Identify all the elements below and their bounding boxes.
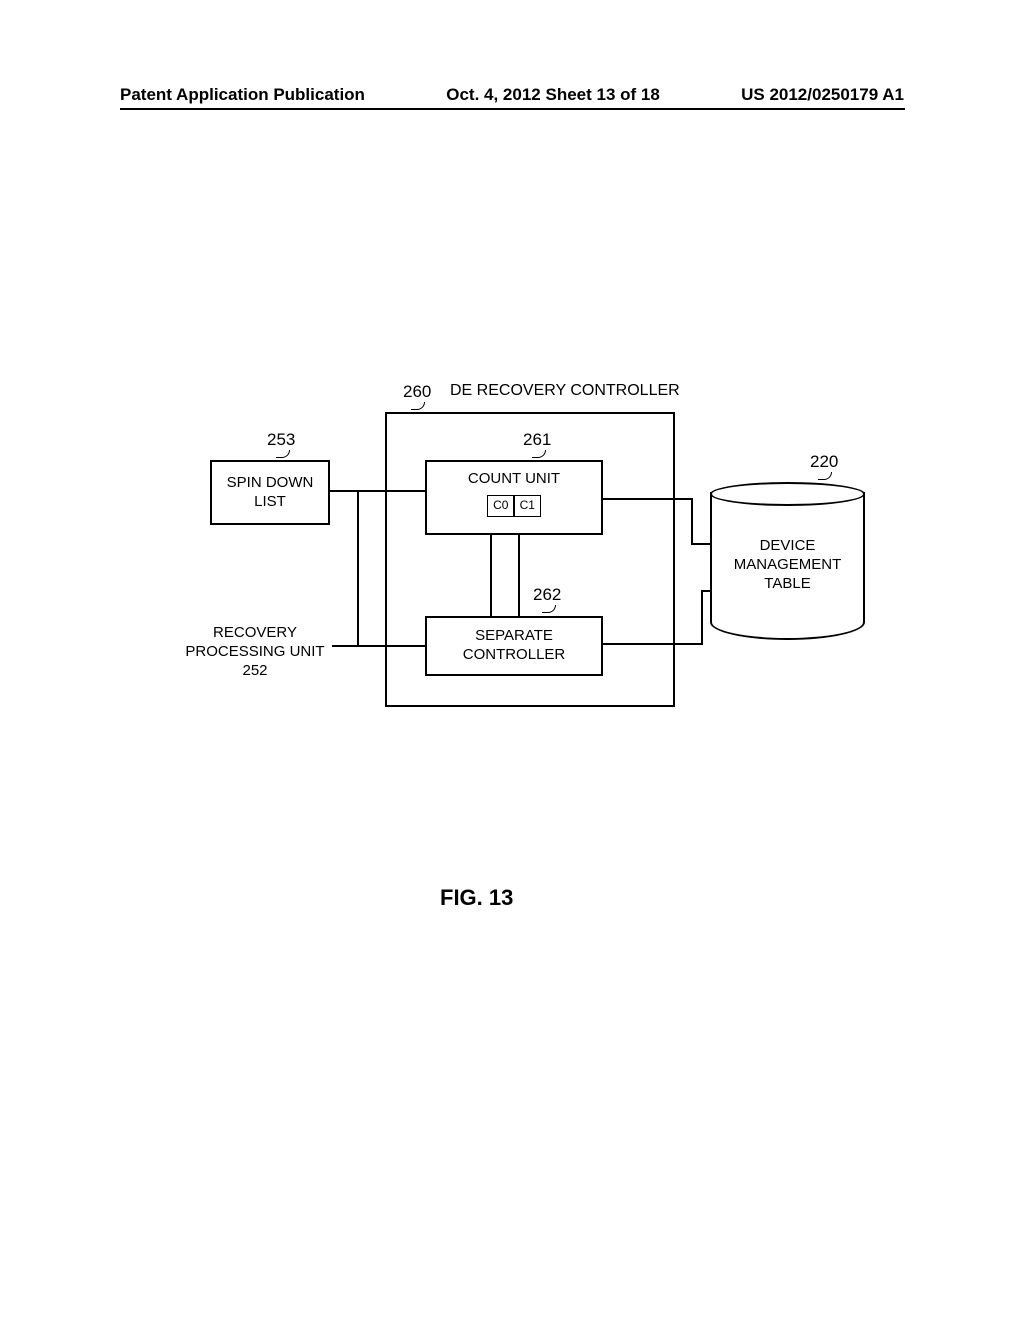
diagram: 260 DE RECOVERY CONTROLLER 253 SPIN DOWN…	[150, 390, 910, 770]
counter-c1: C1	[513, 495, 541, 517]
conn-spindown-sep	[357, 645, 425, 647]
title-text: DE RECOVERY CONTROLLER	[450, 382, 680, 400]
counter-cells: C0 C1	[487, 495, 542, 517]
leader-220	[818, 472, 832, 480]
header-left: Patent Application Publication	[120, 85, 365, 105]
header-rule	[120, 108, 905, 110]
counter-c0: C0	[487, 495, 515, 517]
conn-count-sep-2	[518, 535, 520, 616]
device-table-label2: MANAGEMENT	[710, 556, 865, 575]
ref-262: 262	[533, 585, 561, 605]
ref-261: 261	[523, 430, 551, 450]
ref-220: 220	[810, 452, 838, 472]
conn-recov-h	[332, 645, 358, 647]
device-table-cylinder: DEVICE MANAGEMENT TABLE	[710, 482, 865, 642]
spin-down-label1: SPIN DOWN	[227, 474, 314, 493]
conn-spindown-count	[330, 490, 425, 492]
separate-label1: SEPARATE	[475, 627, 553, 646]
count-unit-box: COUNT UNIT C0 C1	[425, 460, 603, 535]
conn-sep-dev-h2	[701, 590, 712, 592]
separate-label2: CONTROLLER	[463, 646, 566, 665]
conn-spindown-down	[357, 491, 359, 647]
separate-controller-box: SEPARATE CONTROLLER	[425, 616, 603, 676]
conn-count-dev-h	[691, 543, 712, 545]
device-table-label1: DEVICE	[710, 537, 865, 556]
figure-caption: FIG. 13	[440, 885, 513, 911]
leader-260	[411, 402, 425, 410]
leader-253	[276, 450, 290, 458]
ref-260: 260	[403, 382, 431, 402]
recovery-label2: PROCESSING UNIT	[165, 643, 345, 662]
device-table-label3: TABLE	[710, 575, 865, 594]
page-header: Patent Application Publication Oct. 4, 2…	[0, 85, 1024, 105]
conn-count-dev-v	[691, 498, 693, 545]
recovery-label1: RECOVERY	[165, 624, 345, 643]
count-unit-label: COUNT UNIT	[468, 470, 560, 489]
conn-sep-dev-v	[701, 590, 703, 645]
conn-count-sep-1	[490, 535, 492, 616]
header-center: Oct. 4, 2012 Sheet 13 of 18	[446, 85, 660, 105]
ref-253: 253	[267, 430, 295, 450]
conn-sep-dev-h1	[603, 643, 703, 645]
recovery-ref: 252	[165, 662, 345, 681]
spin-down-label2: LIST	[254, 493, 286, 512]
recovery-unit-label: RECOVERY PROCESSING UNIT 252	[165, 624, 345, 680]
conn-count-outer-h	[603, 498, 693, 500]
spin-down-list-box: SPIN DOWN LIST	[210, 460, 330, 525]
header-right: US 2012/0250179 A1	[741, 85, 904, 105]
